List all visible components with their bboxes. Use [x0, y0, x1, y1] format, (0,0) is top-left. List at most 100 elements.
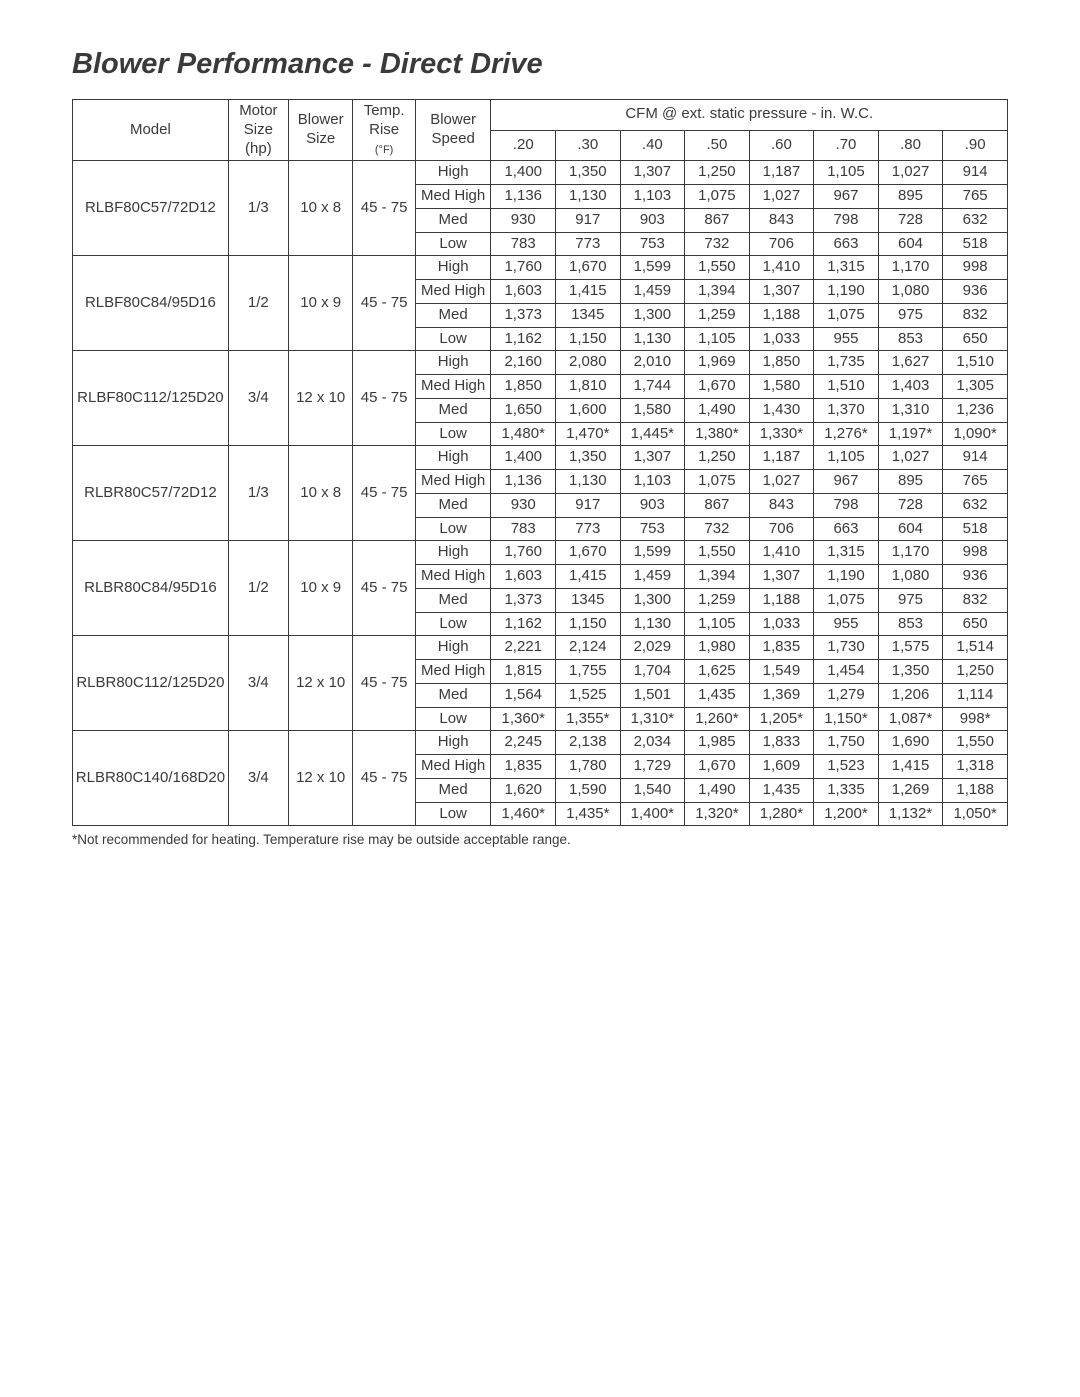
table-row: RLBR80C112/125D203/412 x 1045 - 75High2,… [73, 636, 1008, 660]
cell-model: RLBF80C57/72D12 [73, 161, 229, 256]
performance-table: Model Motor Size (hp) Blower Size Temp. … [72, 99, 1008, 826]
cell-cfm: 1,410 [749, 256, 814, 280]
cell-cfm: 1,575 [878, 636, 943, 660]
cell-cfm: 1,150* [814, 707, 879, 731]
cell-cfm: 1,170 [878, 541, 943, 565]
table-head: Model Motor Size (hp) Blower Size Temp. … [73, 100, 1008, 161]
cell-cfm: 1,460* [491, 802, 556, 826]
cell-cfm: 1,320* [685, 802, 750, 826]
cell-cfm: 1,080 [878, 565, 943, 589]
col-temp-rise: Temp. Rise (°F) [353, 100, 415, 161]
cell-cfm: 1,027 [749, 470, 814, 494]
cell-cfm: 1,027 [878, 446, 943, 470]
cell-cfm: 1,480* [491, 422, 556, 446]
cell-cfm: 1,850 [749, 351, 814, 375]
cell-cfm: 1,625 [685, 660, 750, 684]
cell-cfm: 1,136 [491, 470, 556, 494]
cell-cfm: 1,200* [814, 802, 879, 826]
cell-cfm: 1,360* [491, 707, 556, 731]
cell-cfm: 1,330* [749, 422, 814, 446]
cell-cfm: 1,307 [749, 280, 814, 304]
cell-model: RLBR80C140/168D20 [73, 731, 229, 826]
cell-cfm: 1,103 [620, 185, 685, 209]
table-row: RLBR80C84/95D161/210 x 945 - 75High1,760… [73, 541, 1008, 565]
cell-cfm: 1,307 [620, 161, 685, 185]
cell-cfm: 1,549 [749, 660, 814, 684]
cell-cfm: 1,603 [491, 280, 556, 304]
cell-temp-rise: 45 - 75 [353, 351, 415, 446]
cell-cfm: 955 [814, 612, 879, 636]
cell-cfm: 1,075 [814, 303, 879, 327]
cell-cfm: 1,755 [556, 660, 621, 684]
cell-cfm: 914 [943, 161, 1008, 185]
cell-cfm: 604 [878, 517, 943, 541]
cell-motor: 1/2 [228, 541, 288, 636]
cell-cfm: 732 [685, 232, 750, 256]
cell-speed: Med [415, 778, 491, 802]
cell-cfm: 1,540 [620, 778, 685, 802]
cell-cfm: 663 [814, 232, 879, 256]
page: Blower Performance - Direct Drive Model … [0, 0, 1080, 1397]
cell-cfm: 1,400 [491, 161, 556, 185]
col-p50: .50 [685, 130, 750, 161]
cell-cfm: 895 [878, 185, 943, 209]
cell-cfm: 1,130 [556, 185, 621, 209]
cell-temp-rise: 45 - 75 [353, 161, 415, 256]
cell-cfm: 1,190 [814, 280, 879, 304]
cell-cfm: 1,403 [878, 375, 943, 399]
cell-speed: Med [415, 683, 491, 707]
cell-cfm: 1,188 [749, 303, 814, 327]
cell-cfm: 1,470* [556, 422, 621, 446]
cell-cfm: 1,369 [749, 683, 814, 707]
cell-blower-size: 12 x 10 [288, 351, 353, 446]
cell-cfm: 998* [943, 707, 1008, 731]
cell-cfm: 1,132* [878, 802, 943, 826]
cell-speed: Low [415, 612, 491, 636]
cell-cfm: 1,075 [814, 588, 879, 612]
cell-motor: 3/4 [228, 636, 288, 731]
cell-cfm: 1,206 [878, 683, 943, 707]
cell-cfm: 1,760 [491, 541, 556, 565]
cell-cfm: 955 [814, 327, 879, 351]
cell-cfm: 2,029 [620, 636, 685, 660]
footnote: *Not recommended for heating. Temperatur… [72, 832, 1008, 847]
col-p90: .90 [943, 130, 1008, 161]
cell-cfm: 1,150 [556, 612, 621, 636]
cell-cfm: 936 [943, 280, 1008, 304]
col-p40: .40 [620, 130, 685, 161]
cell-cfm: 2,010 [620, 351, 685, 375]
table-row: RLBR80C140/168D203/412 x 1045 - 75High2,… [73, 731, 1008, 755]
cell-speed: High [415, 636, 491, 660]
cell-cfm: 1,114 [943, 683, 1008, 707]
cell-speed: Med High [415, 375, 491, 399]
cell-cfm: 1,730 [814, 636, 879, 660]
cell-cfm: 1,187 [749, 161, 814, 185]
cell-cfm: 1,670 [685, 755, 750, 779]
cell-cfm: 1,564 [491, 683, 556, 707]
cell-speed: Med [415, 303, 491, 327]
cell-motor: 1/2 [228, 256, 288, 351]
cell-cfm: 1,307 [749, 565, 814, 589]
cell-cfm: 2,138 [556, 731, 621, 755]
cell-cfm: 1,454 [814, 660, 879, 684]
cell-cfm: 1,550 [685, 541, 750, 565]
cell-cfm: 663 [814, 517, 879, 541]
cell-cfm: 1,075 [685, 185, 750, 209]
col-blower-speed: Blower Speed [415, 100, 491, 161]
cell-blower-size: 10 x 8 [288, 161, 353, 256]
cell-cfm: 1,259 [685, 588, 750, 612]
cell-cfm: 832 [943, 303, 1008, 327]
cell-temp-rise: 45 - 75 [353, 731, 415, 826]
cell-cfm: 853 [878, 327, 943, 351]
cell-speed: Med [415, 398, 491, 422]
cell-cfm: 1,250 [685, 161, 750, 185]
cell-cfm: 1,075 [685, 470, 750, 494]
cell-cfm: 732 [685, 517, 750, 541]
cell-cfm: 1,523 [814, 755, 879, 779]
cell-temp-rise: 45 - 75 [353, 541, 415, 636]
cell-speed: Med High [415, 470, 491, 494]
cell-cfm: 1,435* [556, 802, 621, 826]
cell-cfm: 1,188 [749, 588, 814, 612]
cell-cfm: 1,350 [878, 660, 943, 684]
cell-cfm: 1,780 [556, 755, 621, 779]
